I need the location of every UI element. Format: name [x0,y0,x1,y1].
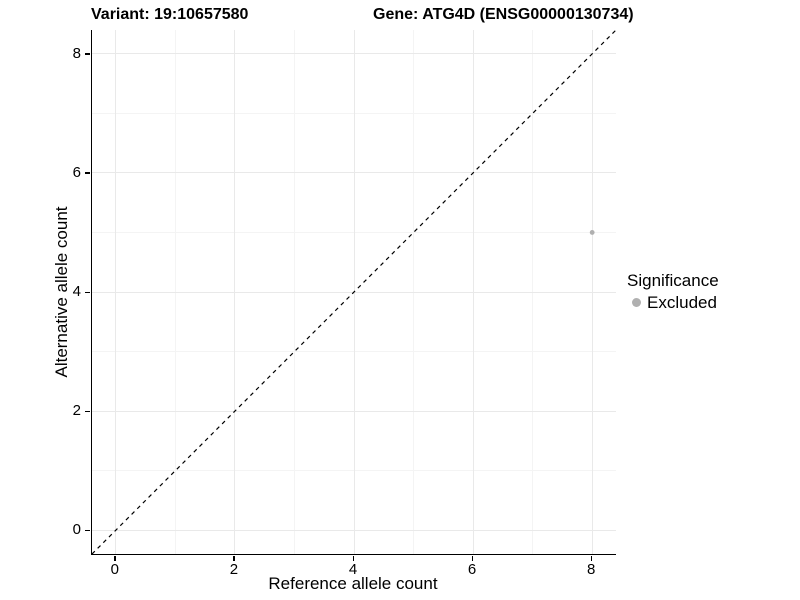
y-tick-mark [84,53,90,55]
legend-item: Excluded [627,292,719,313]
plot-layer [92,30,616,554]
x-tick-mark [590,555,593,561]
plot-title-variant: Variant: 19:10657580 [91,6,249,23]
x-tick-label: 4 [348,561,358,578]
x-tick-label: 0 [110,561,119,578]
x-tick-label: 2 [229,561,239,578]
data-point [589,230,595,235]
x-tick-mark [114,555,116,561]
y-tick-label: 0 [72,521,81,539]
y-tick-label: 2 [72,402,81,420]
y-tick-label: 6 [72,163,81,181]
legend-items: Excluded [627,292,719,313]
legend-key-dot [632,298,641,307]
y-tick-mark [84,410,90,413]
identity-line [92,30,616,554]
plot-title-gene: Gene: ATG4D (ENSG00000130734) [373,6,634,23]
y-axis-label: Alternative allele count [52,206,71,378]
x-tick-mark [471,555,474,561]
y-major-gridline [92,172,616,174]
y-tick-mark [84,172,90,174]
x-tick-mark [352,555,354,561]
x-axis-label: Reference allele count [268,574,438,593]
x-tick-label: 6 [467,561,477,578]
y-major-gridline [92,410,616,412]
y-tick-mark [84,291,90,293]
y-tick-mark [84,529,90,532]
x-tick-label: 8 [587,561,596,578]
legend: Significance Excluded [627,270,719,313]
y-major-gridline [92,529,616,531]
legend-item-label: Excluded [647,293,717,312]
y-major-gridline [92,53,616,55]
plot-panel [91,30,616,555]
y-tick-label: 4 [72,283,81,300]
legend-title: Significance [627,271,719,290]
y-tick-label: 8 [72,44,81,62]
x-tick-mark [233,555,235,561]
